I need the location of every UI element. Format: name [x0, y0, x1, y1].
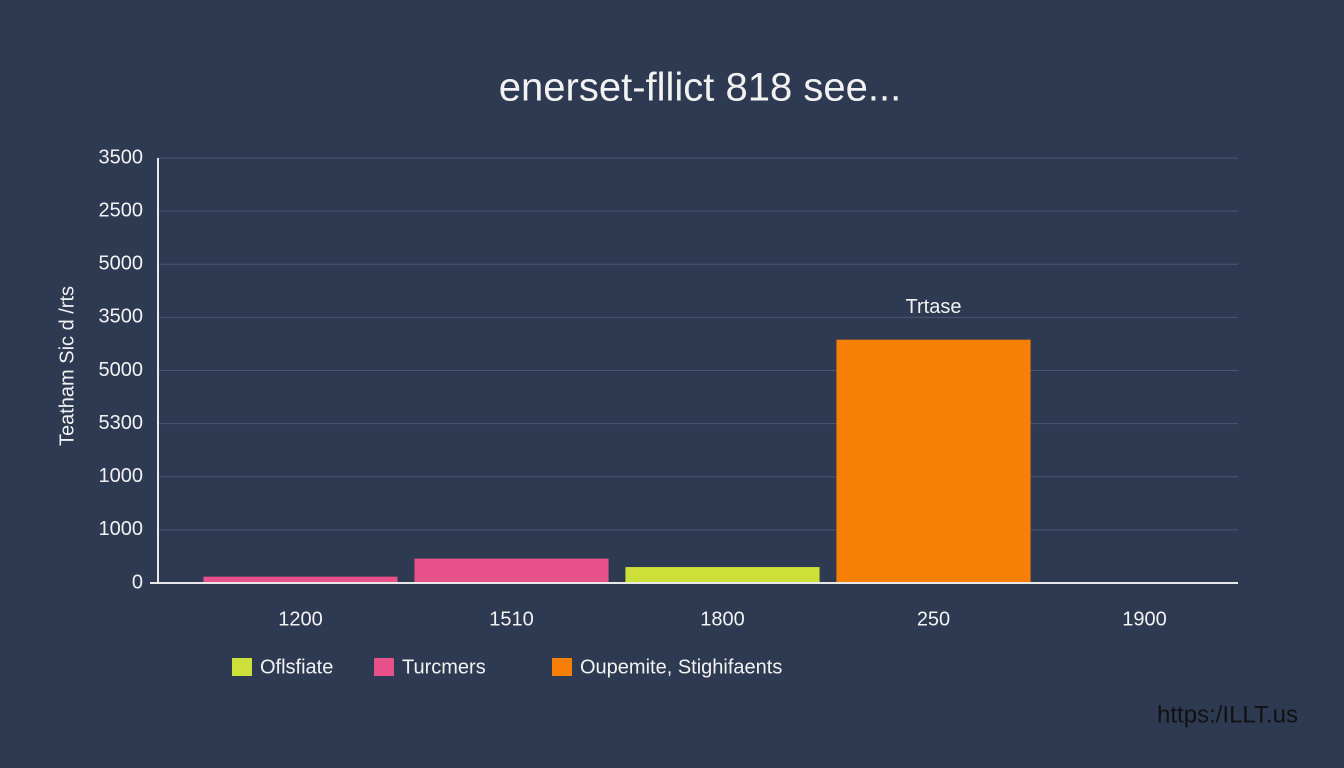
x-tick-label: 250	[917, 608, 950, 630]
bar	[836, 339, 1031, 583]
x-tick-label: 1900	[1122, 608, 1167, 630]
bar	[625, 567, 820, 583]
chart-title: enerset-fllict 818 see...	[499, 66, 901, 110]
y-tick-label: 5000	[99, 359, 144, 381]
x-tick-label: 1510	[489, 608, 534, 630]
y-tick-label: 1000	[99, 465, 144, 487]
x-tick-label: 1800	[700, 608, 745, 630]
bar	[203, 576, 398, 583]
watermark: https:/ILLT.us	[1157, 701, 1298, 728]
legend-swatch	[232, 658, 252, 676]
y-axis-label: Teatham Sic d /rts	[56, 286, 78, 446]
legend-label: Oupemite, Stighifaents	[580, 656, 782, 678]
legend-label: Turcmers	[402, 656, 486, 678]
y-tick-label: 5300	[99, 412, 144, 434]
y-tick-label: 1000	[99, 518, 144, 540]
y-tick-label: 2500	[99, 199, 144, 221]
bar	[414, 558, 609, 583]
legend-label: Oflsfiate	[260, 656, 333, 678]
legend-swatch	[374, 658, 394, 676]
legend-swatch	[552, 658, 572, 676]
y-tick-label: 5000	[99, 253, 144, 275]
y-tick-label: 3500	[99, 146, 144, 168]
x-tick-label: 1200	[278, 608, 323, 630]
y-tick-label: 3500	[99, 306, 144, 328]
y-tick-label: 0	[132, 571, 143, 593]
annotation: Trtase	[906, 296, 962, 318]
